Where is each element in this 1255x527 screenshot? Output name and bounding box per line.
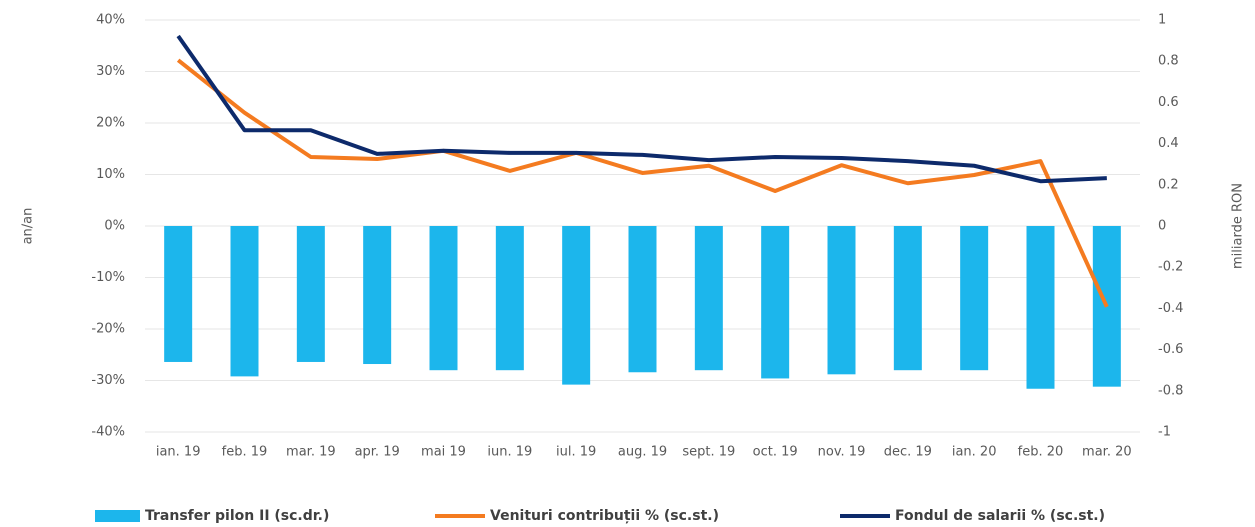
y-tick-label: -20% [91, 322, 125, 337]
x-tick-label: iun. 19 [487, 445, 532, 460]
y-tick-label: 0% [104, 219, 125, 234]
y-tick-label: 40% [96, 13, 125, 28]
y-tick-label: 30% [96, 64, 125, 79]
line [176, 34, 1107, 184]
x-tick-label: ian. 20 [952, 445, 997, 460]
x-tick-label: iul. 19 [556, 445, 596, 460]
bar [761, 226, 790, 379]
legend-label: Fondul de salarii % (sc.st.) [895, 508, 1105, 524]
y2-tick-label: -0.4 [1158, 301, 1183, 316]
bar [164, 226, 193, 362]
y2-tick-label: -1 [1158, 425, 1171, 440]
legend-label: Venituri contribuții % (sc.st.) [490, 508, 719, 524]
legend-label: Transfer pilon II (sc.dr.) [145, 508, 329, 524]
bar [495, 226, 524, 371]
y2-tick-label: 0.6 [1158, 95, 1179, 110]
x-tick-label: sept. 19 [682, 445, 735, 460]
x-tick-label: mar. 19 [286, 445, 336, 460]
y2-tick-label: 1 [1158, 13, 1166, 28]
y-tick-label: -40% [91, 425, 125, 440]
x-tick-label: mar. 20 [1082, 445, 1132, 460]
bar [230, 226, 259, 377]
bar [296, 226, 325, 362]
legend-swatch [95, 510, 140, 522]
x-tick-label: feb. 20 [1018, 445, 1064, 460]
y2-tick-label: -0.2 [1158, 260, 1183, 275]
x-tick-label: ian. 19 [156, 445, 201, 460]
y-tick-label: -10% [91, 270, 125, 285]
x-tick-label: nov. 19 [818, 445, 866, 460]
line [176, 58, 1109, 308]
y2-tick-label: 0 [1158, 219, 1166, 234]
y2-tick-label: -0.6 [1158, 342, 1183, 357]
bar [562, 226, 591, 385]
y2-tick-label: 0.4 [1158, 136, 1179, 151]
bar [1026, 226, 1055, 389]
y2-tick-label: 0.2 [1158, 177, 1179, 192]
x-tick-label: mai 19 [421, 445, 466, 460]
x-tick-label: feb. 19 [222, 445, 268, 460]
bar [363, 226, 392, 365]
bar [893, 226, 922, 371]
x-tick-label: oct. 19 [753, 445, 798, 460]
y-axis-title: an/an [21, 208, 36, 245]
bar [628, 226, 657, 373]
y2-tick-label: 0.8 [1158, 54, 1179, 69]
bar [827, 226, 856, 375]
bar [694, 226, 723, 371]
y-tick-label: -30% [91, 373, 125, 388]
x-tick-label: aug. 19 [618, 445, 667, 460]
x-tick-label: dec. 19 [884, 445, 932, 460]
x-tick-label: apr. 19 [355, 445, 400, 460]
y2-tick-label: -0.8 [1158, 383, 1183, 398]
bar [960, 226, 989, 371]
bar [429, 226, 458, 371]
y-tick-label: 10% [96, 167, 125, 182]
y2-axis-title: miliarde RON [1231, 183, 1246, 269]
y-tick-label: 20% [96, 116, 125, 131]
